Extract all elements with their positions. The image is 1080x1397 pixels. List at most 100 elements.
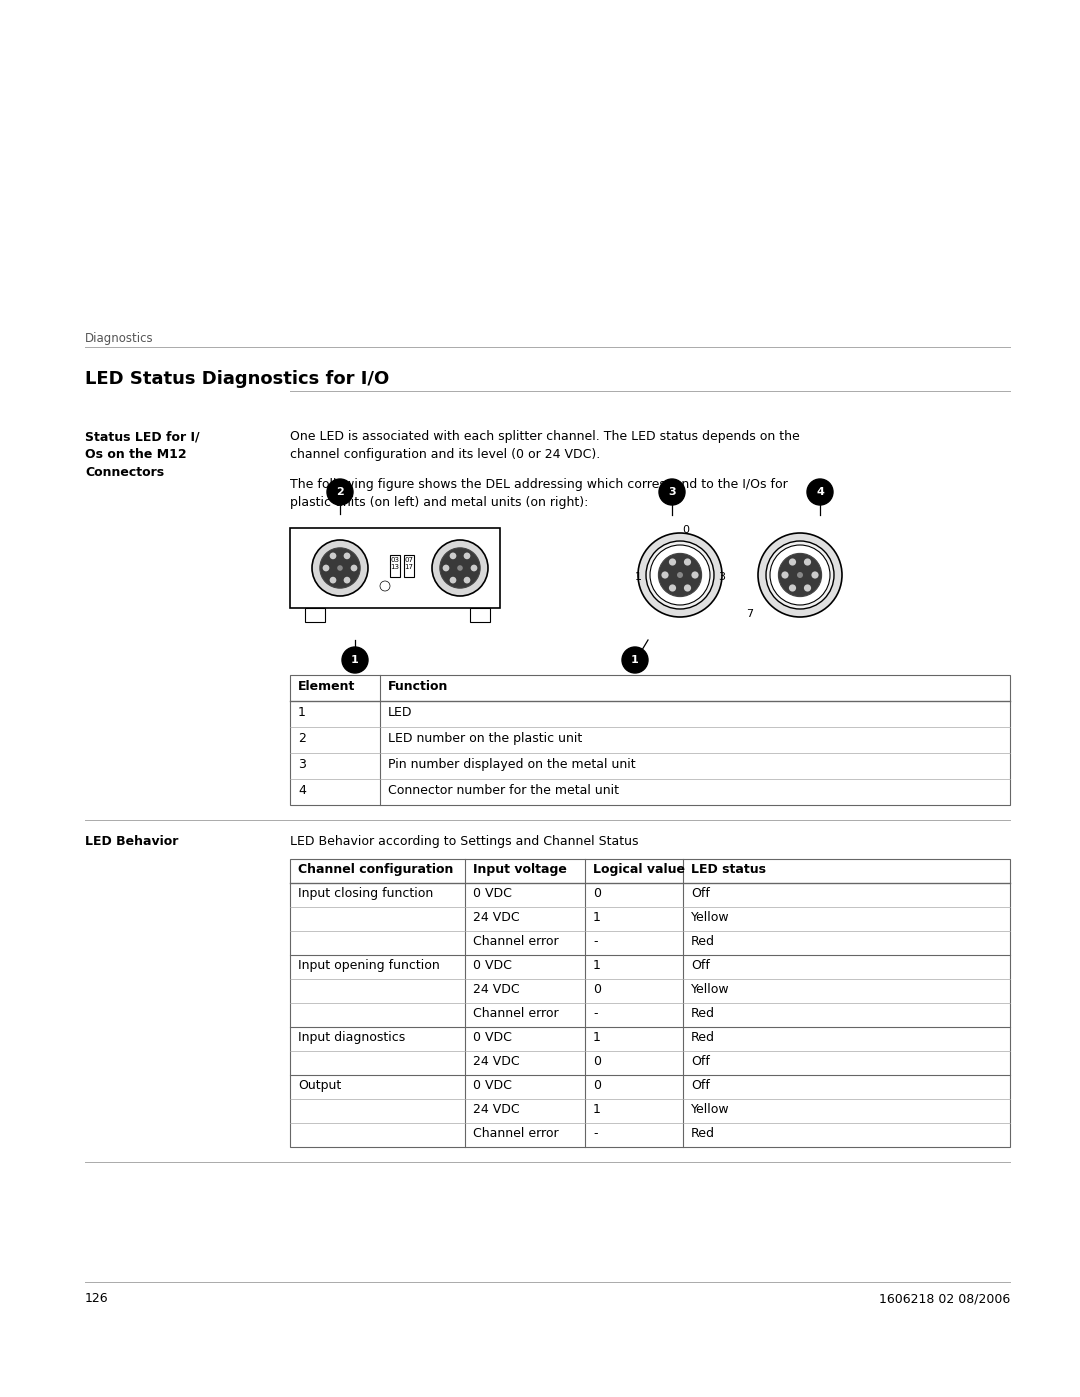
Text: Status LED for I/
Os on the M12
Connectors: Status LED for I/ Os on the M12 Connecto… [85, 430, 200, 479]
Circle shape [463, 577, 471, 584]
Bar [470, 608, 490, 622]
Circle shape [770, 545, 831, 605]
Bar [291, 528, 500, 608]
Text: Channel error: Channel error [473, 936, 558, 949]
Text: 24 VDC: 24 VDC [473, 1104, 519, 1116]
Text: 0 VDC: 0 VDC [473, 960, 512, 972]
Text: Channel configuration: Channel configuration [298, 863, 454, 876]
Circle shape [323, 564, 329, 571]
Circle shape [669, 559, 676, 566]
Circle shape [807, 479, 833, 504]
Circle shape [440, 548, 481, 588]
Circle shape [638, 534, 723, 617]
Text: Off: Off [691, 960, 710, 972]
Text: Channel error: Channel error [473, 1127, 558, 1140]
Text: Red: Red [691, 1031, 715, 1045]
Circle shape [463, 553, 471, 559]
Bar [404, 555, 414, 577]
Circle shape [343, 553, 350, 559]
Text: 0: 0 [683, 525, 689, 535]
Text: 24 VDC: 24 VDC [473, 911, 519, 925]
Text: Connector number for the metal unit: Connector number for the metal unit [388, 784, 619, 798]
Bar [390, 555, 400, 577]
Bar [291, 859, 1010, 1147]
Circle shape [766, 541, 834, 609]
Text: 0 VDC: 0 VDC [473, 887, 512, 900]
Text: Input closing function: Input closing function [298, 887, 433, 900]
Circle shape [449, 577, 457, 584]
Text: Off: Off [691, 1055, 710, 1069]
Circle shape [669, 584, 676, 591]
Circle shape [449, 553, 457, 559]
Bar [305, 608, 325, 622]
Text: LED Behavior according to Settings and Channel Status: LED Behavior according to Settings and C… [291, 835, 638, 848]
Text: LED Status Diagnostics for I/O: LED Status Diagnostics for I/O [85, 370, 389, 388]
Text: LED Behavior: LED Behavior [85, 835, 178, 848]
Text: Element: Element [298, 680, 355, 693]
Circle shape [312, 541, 368, 597]
Circle shape [788, 584, 796, 591]
Circle shape [320, 548, 360, 588]
Circle shape [329, 553, 336, 559]
Text: -: - [593, 1007, 597, 1020]
Circle shape [779, 553, 822, 597]
Circle shape [691, 571, 699, 578]
Text: 24 VDC: 24 VDC [473, 983, 519, 996]
Text: 3: 3 [669, 488, 676, 497]
Text: 1: 1 [298, 707, 306, 719]
Circle shape [804, 559, 811, 566]
Text: Red: Red [691, 936, 715, 949]
Text: Output: Output [298, 1080, 341, 1092]
Text: Yellow: Yellow [691, 983, 730, 996]
Text: 24 VDC: 24 VDC [473, 1055, 519, 1069]
Circle shape [677, 571, 683, 578]
Text: 1606218 02 08/2006: 1606218 02 08/2006 [879, 1292, 1010, 1305]
Text: Yellow: Yellow [691, 911, 730, 925]
Circle shape [432, 541, 488, 597]
Circle shape [471, 564, 477, 571]
Text: 0 VDC: 0 VDC [473, 1031, 512, 1045]
Text: Input opening function: Input opening function [298, 960, 440, 972]
Circle shape [351, 564, 357, 571]
Circle shape [659, 553, 702, 597]
Circle shape [342, 647, 368, 673]
Text: Pin number displayed on the metal unit: Pin number displayed on the metal unit [388, 759, 636, 771]
Text: Input diagnostics: Input diagnostics [298, 1031, 405, 1045]
Text: Off: Off [691, 1080, 710, 1092]
Text: 0: 0 [593, 1055, 600, 1069]
Text: Function: Function [388, 680, 448, 693]
Text: 1: 1 [635, 571, 642, 583]
Circle shape [684, 584, 691, 591]
Text: Yellow: Yellow [691, 1104, 730, 1116]
Text: 0 VDC: 0 VDC [473, 1080, 512, 1092]
Circle shape [804, 584, 811, 591]
Circle shape [684, 559, 691, 566]
Text: Off: Off [691, 887, 710, 900]
Text: 1: 1 [593, 1031, 600, 1045]
Text: 0: 0 [593, 887, 600, 900]
Text: 2: 2 [298, 732, 306, 745]
Text: LED: LED [388, 707, 413, 719]
Circle shape [788, 559, 796, 566]
Text: Input voltage: Input voltage [473, 863, 567, 876]
Text: 3: 3 [298, 759, 306, 771]
Circle shape [337, 566, 342, 571]
Text: Diagnostics: Diagnostics [85, 332, 153, 345]
Text: LED status: LED status [691, 863, 766, 876]
Text: 1: 1 [593, 960, 600, 972]
Circle shape [457, 566, 463, 571]
Text: Red: Red [691, 1007, 715, 1020]
Circle shape [659, 479, 685, 504]
Circle shape [758, 534, 842, 617]
Circle shape [443, 564, 449, 571]
Text: 2: 2 [336, 488, 343, 497]
Circle shape [327, 479, 353, 504]
Text: 03
13: 03 13 [391, 557, 400, 570]
Circle shape [650, 545, 710, 605]
Circle shape [622, 647, 648, 673]
Text: Red: Red [691, 1127, 715, 1140]
Circle shape [380, 581, 390, 591]
Text: 7: 7 [746, 609, 754, 619]
Text: 4: 4 [298, 784, 306, 798]
Text: The following figure shows the DEL addressing which correspond to the I/Os for
p: The following figure shows the DEL addre… [291, 478, 787, 509]
